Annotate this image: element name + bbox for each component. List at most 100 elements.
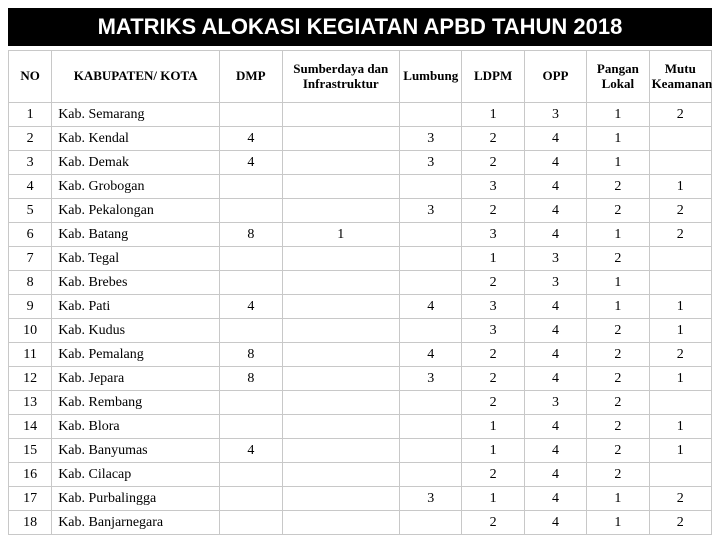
cell-mutu: 2 bbox=[649, 511, 711, 535]
cell-mutu bbox=[649, 247, 711, 271]
cell-ldpm: 2 bbox=[462, 343, 524, 367]
cell-mutu bbox=[649, 391, 711, 415]
table-row: 10Kab. Kudus3421 bbox=[9, 319, 712, 343]
col-no: NO bbox=[9, 51, 52, 103]
cell-dmp bbox=[220, 103, 282, 127]
table-row: 11Kab. Pemalang842422 bbox=[9, 343, 712, 367]
cell-sdi bbox=[282, 463, 400, 487]
cell-no: 13 bbox=[9, 391, 52, 415]
cell-ldpm: 2 bbox=[462, 199, 524, 223]
cell-lumbung: 3 bbox=[400, 367, 462, 391]
cell-mutu: 1 bbox=[649, 295, 711, 319]
cell-ldpm: 1 bbox=[462, 487, 524, 511]
col-sdi: Sumberdaya dan Infrastruktur bbox=[282, 51, 400, 103]
cell-no: 16 bbox=[9, 463, 52, 487]
table-row: 14Kab. Blora1421 bbox=[9, 415, 712, 439]
cell-mutu: 1 bbox=[649, 415, 711, 439]
cell-ldpm: 3 bbox=[462, 319, 524, 343]
page-title: MATRIKS ALOKASI KEGIATAN APBD TAHUN 2018 bbox=[8, 8, 712, 46]
cell-pangan: 2 bbox=[587, 319, 649, 343]
cell-opp: 4 bbox=[524, 463, 586, 487]
cell-mutu bbox=[649, 271, 711, 295]
col-mutu: Mutu Keamanan bbox=[649, 51, 711, 103]
cell-pangan: 1 bbox=[587, 511, 649, 535]
cell-no: 11 bbox=[9, 343, 52, 367]
cell-opp: 4 bbox=[524, 343, 586, 367]
table-row: 9Kab. Pati443411 bbox=[9, 295, 712, 319]
cell-dmp bbox=[220, 511, 282, 535]
cell-pangan: 1 bbox=[587, 271, 649, 295]
cell-no: 15 bbox=[9, 439, 52, 463]
cell-kab: Kab. Blora bbox=[52, 415, 220, 439]
cell-dmp: 4 bbox=[220, 127, 282, 151]
cell-sdi bbox=[282, 343, 400, 367]
table-row: 15Kab. Banyumas41421 bbox=[9, 439, 712, 463]
cell-pangan: 1 bbox=[587, 127, 649, 151]
cell-lumbung: 4 bbox=[400, 295, 462, 319]
cell-pangan: 2 bbox=[587, 463, 649, 487]
cell-dmp bbox=[220, 391, 282, 415]
cell-ldpm: 2 bbox=[462, 127, 524, 151]
cell-lumbung bbox=[400, 271, 462, 295]
cell-ldpm: 1 bbox=[462, 103, 524, 127]
cell-opp: 4 bbox=[524, 439, 586, 463]
cell-sdi bbox=[282, 367, 400, 391]
cell-opp: 4 bbox=[524, 199, 586, 223]
cell-lumbung bbox=[400, 391, 462, 415]
cell-dmp: 4 bbox=[220, 439, 282, 463]
table-row: 18Kab. Banjarnegara2412 bbox=[9, 511, 712, 535]
cell-kab: Kab. Pekalongan bbox=[52, 199, 220, 223]
cell-ldpm: 3 bbox=[462, 175, 524, 199]
table-row: 7Kab. Tegal132 bbox=[9, 247, 712, 271]
cell-dmp bbox=[220, 175, 282, 199]
cell-mutu bbox=[649, 151, 711, 175]
cell-opp: 3 bbox=[524, 391, 586, 415]
cell-mutu: 2 bbox=[649, 343, 711, 367]
cell-lumbung bbox=[400, 319, 462, 343]
cell-lumbung bbox=[400, 511, 462, 535]
cell-no: 6 bbox=[9, 223, 52, 247]
table-row: 5Kab. Pekalongan32422 bbox=[9, 199, 712, 223]
cell-mutu: 2 bbox=[649, 487, 711, 511]
cell-sdi bbox=[282, 295, 400, 319]
cell-no: 1 bbox=[9, 103, 52, 127]
cell-lumbung: 3 bbox=[400, 127, 462, 151]
cell-sdi bbox=[282, 511, 400, 535]
cell-sdi bbox=[282, 103, 400, 127]
table-row: 2Kab. Kendal43241 bbox=[9, 127, 712, 151]
cell-sdi bbox=[282, 271, 400, 295]
cell-mutu: 1 bbox=[649, 439, 711, 463]
table-row: 16Kab. Cilacap242 bbox=[9, 463, 712, 487]
col-ldpm: LDPM bbox=[462, 51, 524, 103]
cell-pangan: 2 bbox=[587, 391, 649, 415]
cell-ldpm: 1 bbox=[462, 247, 524, 271]
cell-kab: Kab. Rembang bbox=[52, 391, 220, 415]
cell-no: 14 bbox=[9, 415, 52, 439]
cell-pangan: 2 bbox=[587, 343, 649, 367]
cell-sdi bbox=[282, 487, 400, 511]
cell-no: 18 bbox=[9, 511, 52, 535]
cell-lumbung: 4 bbox=[400, 343, 462, 367]
cell-no: 2 bbox=[9, 127, 52, 151]
cell-ldpm: 2 bbox=[462, 511, 524, 535]
cell-sdi bbox=[282, 127, 400, 151]
cell-mutu bbox=[649, 127, 711, 151]
cell-pangan: 2 bbox=[587, 439, 649, 463]
cell-pangan: 2 bbox=[587, 199, 649, 223]
table-row: 8Kab. Brebes231 bbox=[9, 271, 712, 295]
cell-dmp bbox=[220, 463, 282, 487]
cell-kab: Kab. Tegal bbox=[52, 247, 220, 271]
cell-kab: Kab. Pati bbox=[52, 295, 220, 319]
cell-opp: 4 bbox=[524, 367, 586, 391]
cell-no: 5 bbox=[9, 199, 52, 223]
cell-mutu bbox=[649, 463, 711, 487]
cell-opp: 4 bbox=[524, 487, 586, 511]
cell-no: 8 bbox=[9, 271, 52, 295]
cell-pangan: 2 bbox=[587, 415, 649, 439]
cell-pangan: 1 bbox=[587, 223, 649, 247]
cell-pangan: 1 bbox=[587, 151, 649, 175]
cell-pangan: 1 bbox=[587, 103, 649, 127]
cell-pangan: 2 bbox=[587, 367, 649, 391]
cell-kab: Kab. Semarang bbox=[52, 103, 220, 127]
cell-opp: 3 bbox=[524, 103, 586, 127]
